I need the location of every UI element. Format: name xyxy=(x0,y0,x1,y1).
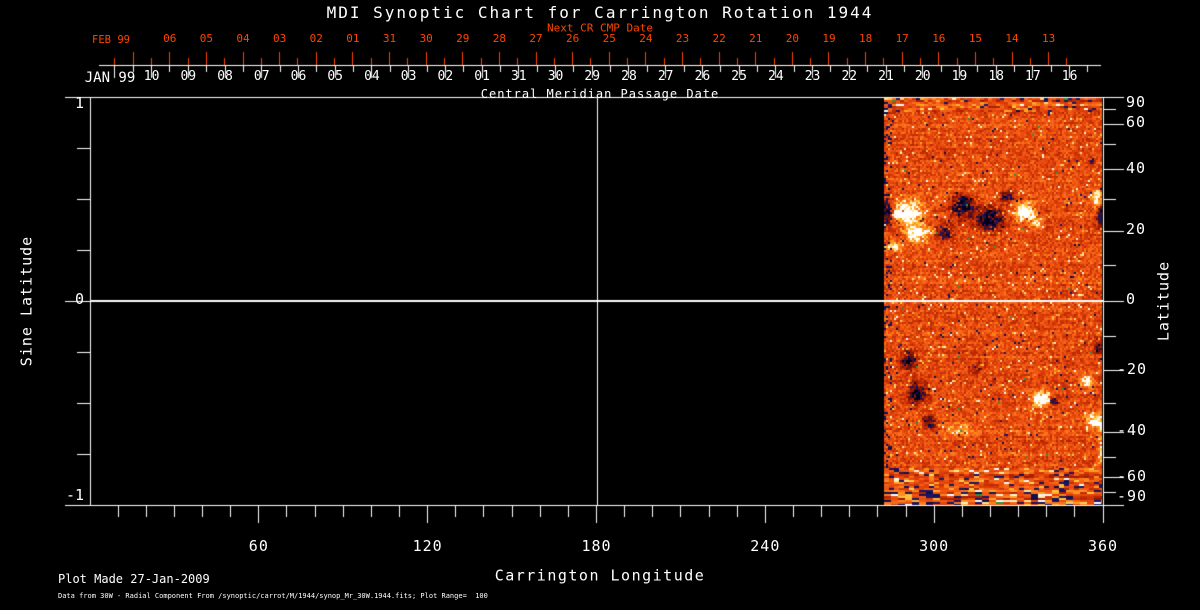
next-cr-day-label: 05 xyxy=(199,32,214,45)
sine-latitude-tick-label: 1 xyxy=(74,94,84,112)
longitude-tick-label: 240 xyxy=(750,537,781,555)
latitude-tick-label: -40 xyxy=(1117,421,1148,440)
cmp-day-label: 22 xyxy=(841,69,858,84)
next-cr-day-label: 23 xyxy=(675,32,690,45)
next-cr-day-label: 17 xyxy=(895,32,909,45)
cmp-day-label: 31 xyxy=(510,69,527,84)
next-cr-day-label: 29 xyxy=(456,32,470,45)
next-cr-day-label: 13 xyxy=(1042,32,1056,45)
next-cr-month-label: FEB 99 xyxy=(92,33,130,46)
cmp-day-label: 17 xyxy=(1025,69,1041,84)
right-axis-title: Latitude xyxy=(1154,260,1173,342)
cmp-day-label: 03 xyxy=(400,69,417,84)
longitude-tick-label: 60 xyxy=(248,537,269,555)
cmp-day-label: 27 xyxy=(657,69,674,84)
next-cr-day-label: 22 xyxy=(712,32,726,45)
cmp-day-label: 28 xyxy=(621,69,637,84)
cmp-day-label: 06 xyxy=(290,69,307,84)
plot-made-footer: Plot Made 27-Jan-2009 xyxy=(58,572,210,586)
next-cr-day-label: 14 xyxy=(1005,32,1019,45)
longitude-tick-label: 180 xyxy=(581,537,612,555)
next-cr-day-label: 04 xyxy=(236,32,250,45)
cmp-day-label: 05 xyxy=(327,69,344,84)
next-cr-day-label: 28 xyxy=(492,32,506,45)
next-cr-day-label: 25 xyxy=(602,32,616,45)
cmp-day-label: 01 xyxy=(474,69,490,84)
latitude-tick-label: -90 xyxy=(1117,487,1148,505)
cmp-day-label: 23 xyxy=(804,69,821,84)
next-cr-day-label: 15 xyxy=(968,32,983,45)
cmp-day-label: 19 xyxy=(951,69,968,84)
next-cr-day-label: 18 xyxy=(858,32,873,45)
cmp-day-label: 25 xyxy=(731,69,747,84)
next-cr-day-label: 26 xyxy=(565,32,580,45)
next-cr-day-label: 03 xyxy=(273,32,287,45)
cmp-day-label: 08 xyxy=(217,69,233,84)
next-cr-cmp-date-axis-title: Next CR CMP Date xyxy=(547,21,653,35)
sine-latitude-tick-label: -1 xyxy=(65,486,84,504)
latitude-tick-label: -60 xyxy=(1117,466,1148,485)
cmp-day-label: 24 xyxy=(768,69,784,84)
cmp-day-label: 20 xyxy=(914,69,931,84)
next-cr-day-label: 01 xyxy=(346,32,360,45)
cmp-day-label: 26 xyxy=(694,69,711,84)
latitude-tick-label: 40 xyxy=(1126,158,1147,177)
latitude-tick-label: 60 xyxy=(1126,113,1147,132)
longitude-tick-label: 300 xyxy=(919,537,950,555)
latitude-tick-label: 0 xyxy=(1126,290,1137,308)
cmp-day-label: 21 xyxy=(878,69,894,84)
next-cr-day-label: 20 xyxy=(785,32,799,45)
next-cr-day-label: 27 xyxy=(529,32,543,45)
cmp-day-label: 07 xyxy=(253,69,270,84)
next-cr-day-label: 02 xyxy=(309,32,323,45)
latitude-tick-label: 90 xyxy=(1126,93,1147,111)
bottom-axis-title: Carrington Longitude xyxy=(494,566,706,585)
left-axis-title: Sine Latitude xyxy=(17,235,36,367)
latitude-tick-label: -20 xyxy=(1117,359,1148,378)
next-cr-day-label: 21 xyxy=(749,32,763,45)
latitude-tick-label: 20 xyxy=(1126,220,1147,239)
cmp-day-label: 29 xyxy=(584,69,601,84)
cmp-day-label: 10 xyxy=(143,69,160,84)
next-cr-day-label: 19 xyxy=(822,32,836,45)
cmp-month-label: JAN 99 xyxy=(84,70,136,86)
cmp-day-label: 30 xyxy=(547,69,564,84)
cmp-date-axis-title: Central Meridian Passage Date xyxy=(480,87,720,101)
cmp-day-label: 16 xyxy=(1061,69,1078,84)
cmp-day-label: 04 xyxy=(364,69,380,84)
longitude-tick-label: 120 xyxy=(412,537,443,555)
next-cr-day-label: 30 xyxy=(419,32,433,45)
next-cr-day-label: 31 xyxy=(382,32,397,45)
next-cr-day-label: 06 xyxy=(163,32,177,45)
cmp-day-label: 09 xyxy=(180,69,197,84)
next-cr-day-label: 24 xyxy=(639,32,653,45)
longitude-tick-label: 360 xyxy=(1087,537,1119,555)
next-cr-day-label: 16 xyxy=(932,32,946,45)
cmp-day-label: 18 xyxy=(988,69,1004,84)
sine-latitude-tick-label: 0 xyxy=(74,290,84,308)
data-source-footer: Data from 30W - Radial Component From /s… xyxy=(58,592,488,600)
page-title: MDI Synoptic Chart for Carrington Rotati… xyxy=(326,3,874,22)
cmp-day-label: 02 xyxy=(437,69,454,84)
